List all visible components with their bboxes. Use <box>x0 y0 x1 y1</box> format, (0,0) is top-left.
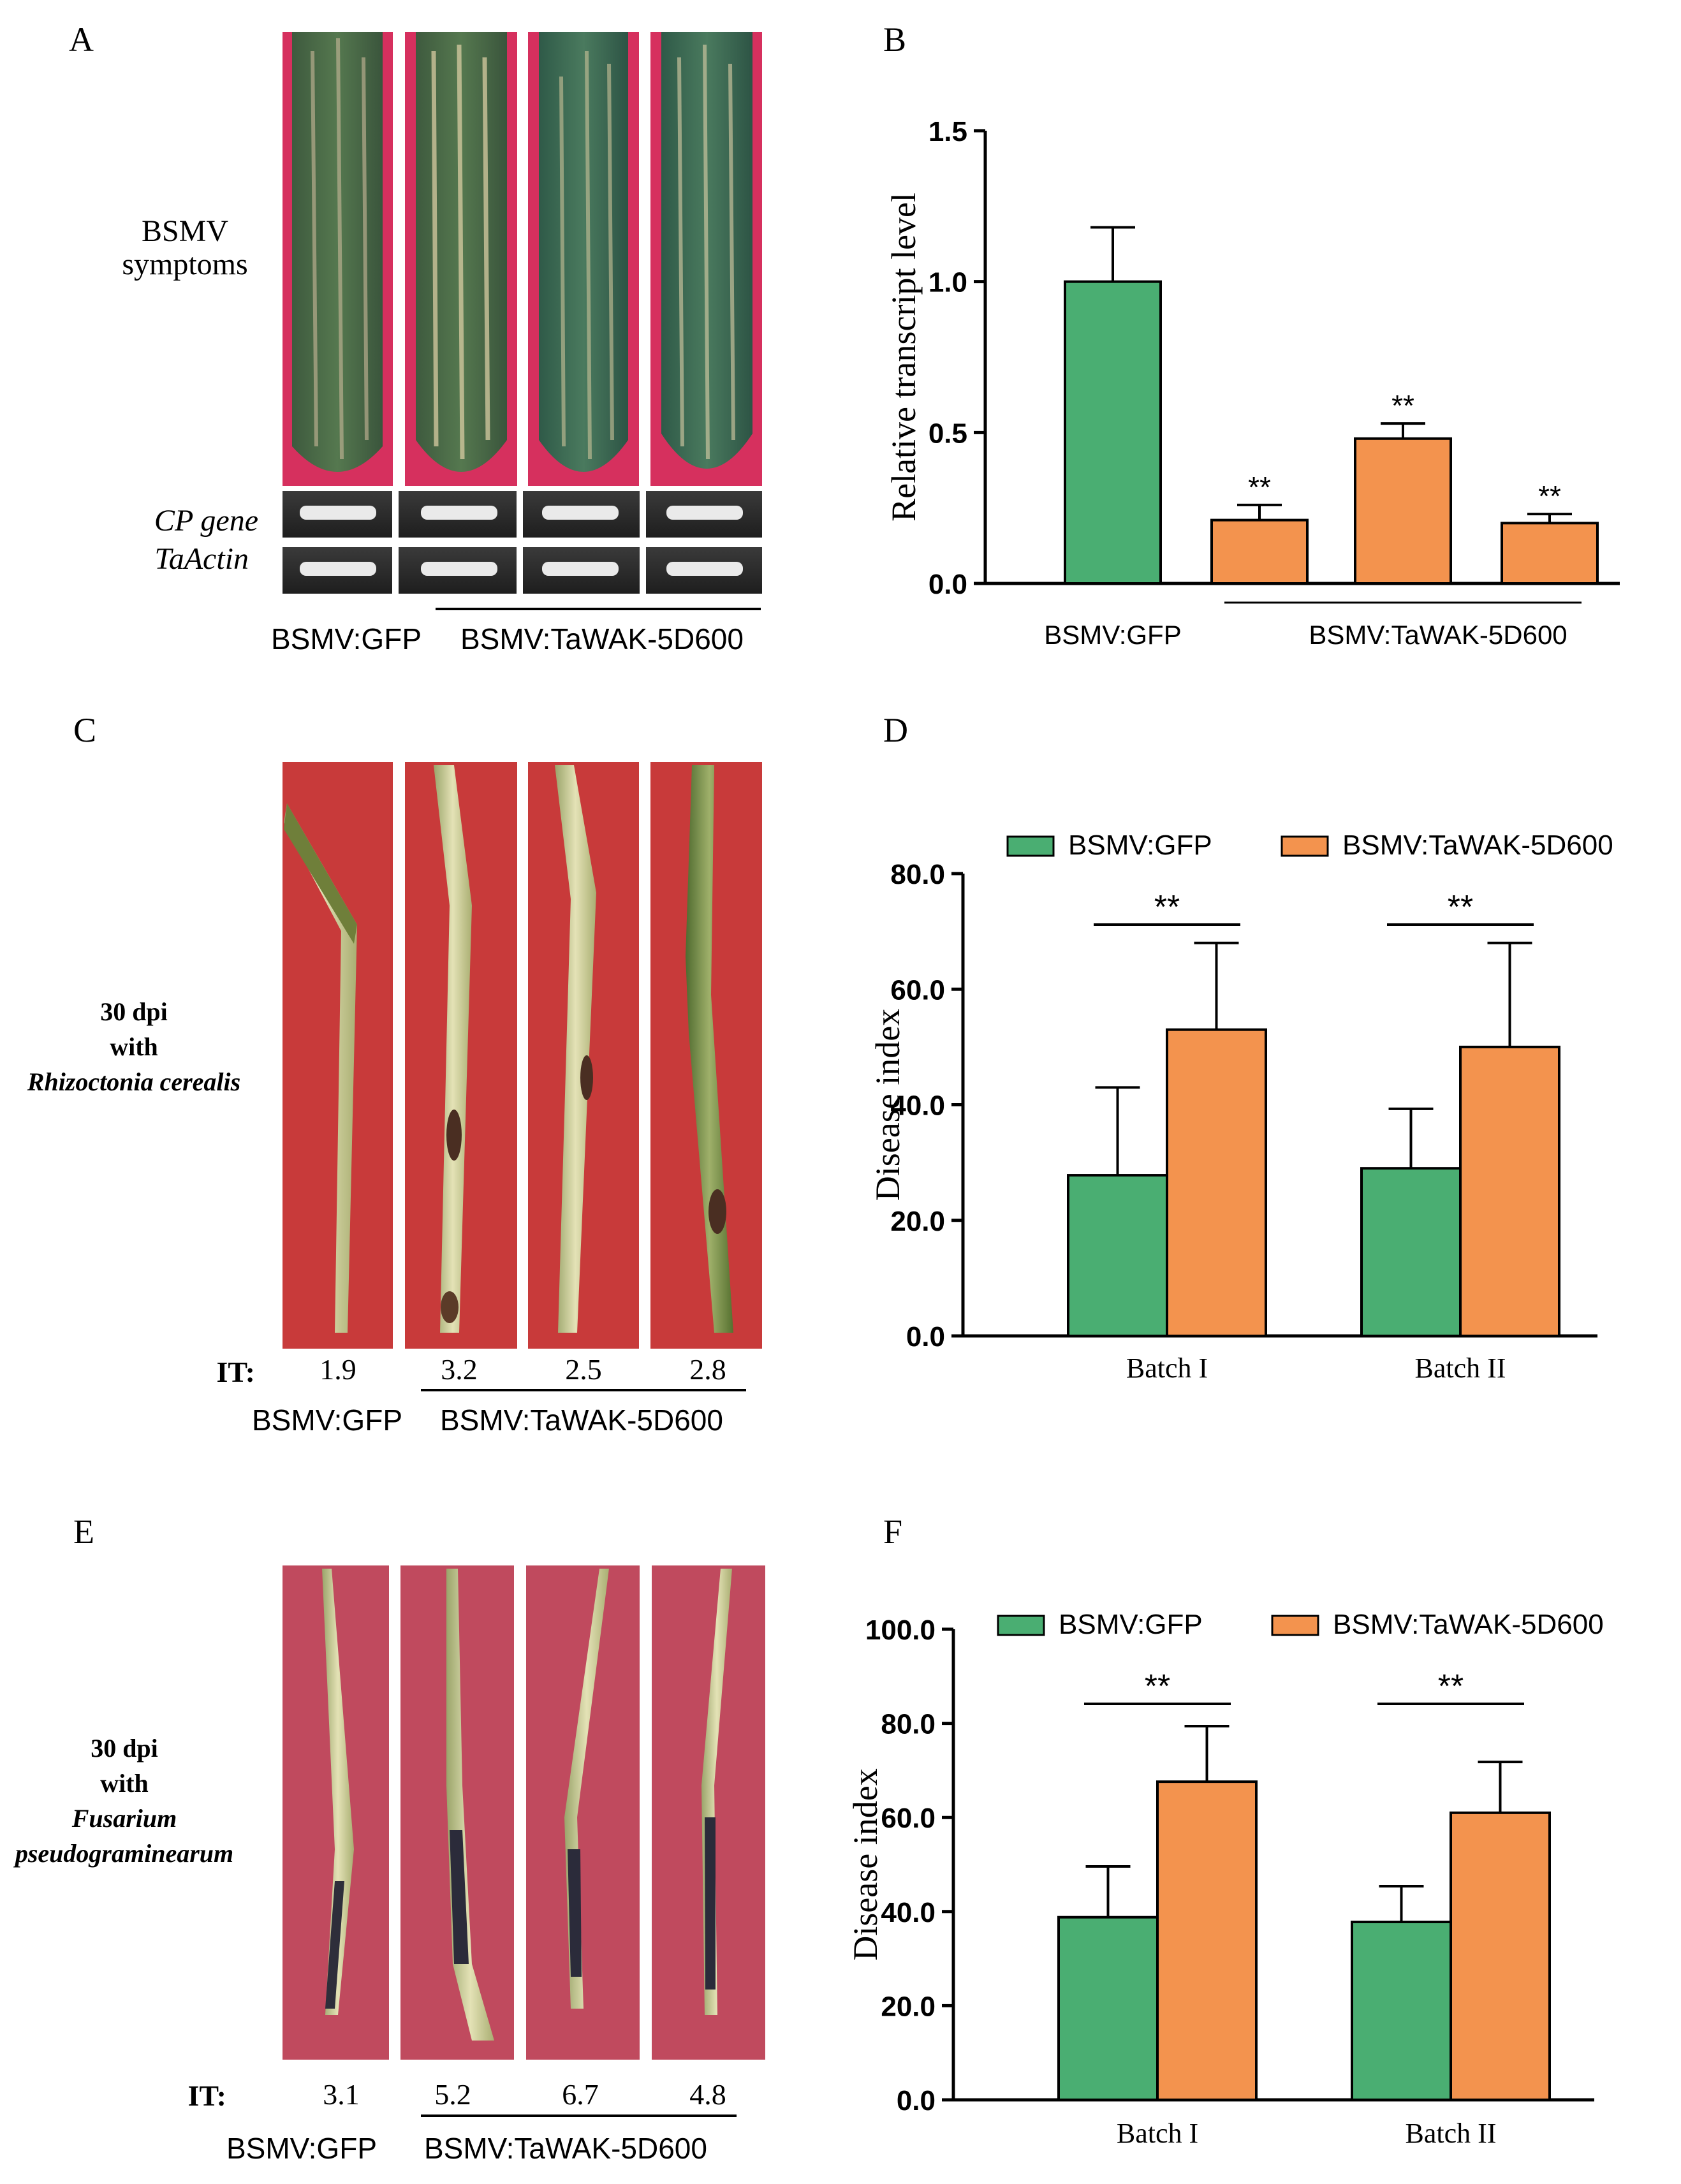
chart-d-ytick-label-0: 0.0 <box>906 1321 945 1352</box>
stem-photos-c <box>283 762 762 1349</box>
chart-d-legend-label-gfp: BSMV:GFP <box>1068 830 1212 861</box>
chart-f-bar-gfp-1 <box>1057 1916 1159 2101</box>
panel-e: E 30 dpi with Fusarium pseudograminearum… <box>13 1513 765 2165</box>
panel-a: A BSMV symptoms <box>69 20 762 656</box>
chart-f-significance-1: ** <box>1145 1668 1170 1705</box>
panel-f: F 0.0 20.0 40.0 60.0 80.0 100.0 Disease index B… <box>846 1513 1604 2149</box>
panel-c-side-2: with <box>110 1032 158 1061</box>
chart-b-significance-3: ** <box>1391 389 1414 422</box>
chart-d-xtick-label-1: Batch I <box>1126 1352 1208 1384</box>
chart-f-xtick-label-1: Batch I <box>1117 2118 1198 2149</box>
chart-f-ytick-label-3: 60.0 <box>881 1803 936 1834</box>
panel-b-letter: B <box>883 20 906 59</box>
panel-a-row-label-1: BSMV <box>142 214 228 248</box>
chart-b-ytick-label-2: 1.0 <box>929 267 967 298</box>
panel-c-it-1: 1.9 <box>319 1353 356 1386</box>
panel-e-side-2: with <box>100 1769 149 1798</box>
chart-b-significance-2: ** <box>1248 471 1271 504</box>
chart-f-legend-swatch-tawak <box>1271 1615 1319 1636</box>
chart-d-ytick-label-2: 40.0 <box>890 1090 945 1122</box>
chart-b-bar-1 <box>1064 280 1162 585</box>
chart-b-ytick-label-3: 1.5 <box>929 116 967 147</box>
chart-f-bar-gfp-2 <box>1351 1921 1452 2101</box>
panel-e-it-3: 6.7 <box>562 2078 599 2111</box>
chart-f-ytick-label-0: 0.0 <box>897 2085 936 2116</box>
panel-a-row-label-2: symptoms <box>122 247 247 281</box>
panel-c-it-3: 2.5 <box>565 1353 602 1386</box>
panel-c-it-label: IT: <box>217 1356 256 1388</box>
chart-b-group-control: BSMV:GFP <box>1044 620 1181 650</box>
gel-label-cp-gene: CP gene <box>154 504 258 538</box>
chart-d-bar-gfp-1 <box>1067 1174 1168 1337</box>
panel-e-it-1: 3.1 <box>323 2078 360 2111</box>
panel-c-it-4: 2.8 <box>689 1353 726 1386</box>
chart-d-ytick-label-1: 20.0 <box>890 1206 945 1237</box>
chart-d: 0.0 20.0 40.0 60.0 80.0 Disease index BSMV:GFP… <box>869 830 1613 1384</box>
chart-f-bar-tawak-1 <box>1156 1780 1258 2102</box>
chart-b-bar-2 <box>1210 518 1309 585</box>
panel-e-letter: E <box>73 1513 94 1551</box>
chart-d-xtick-label-2: Batch II <box>1415 1352 1506 1384</box>
chart-f-legend-label-gfp: BSMV:GFP <box>1059 1609 1203 1640</box>
chart-d-ylabel: Disease index <box>869 1009 907 1201</box>
chart-f-ylabel: Disease index <box>846 1768 885 1960</box>
chart-b-significance-4: ** <box>1538 480 1561 513</box>
chart-d-bar-tawak-2 <box>1459 1045 1560 1337</box>
chart-b-bar-3 <box>1354 437 1452 585</box>
chart-b: 0.0 0.5 1.0 1.5 Relative transcript level ** *… <box>885 116 1620 650</box>
panel-e-it-label: IT: <box>188 2079 227 2112</box>
chart-f-ytick-label-1: 20.0 <box>881 1991 936 2022</box>
chart-f-ytick-label-4: 80.0 <box>881 1709 936 1740</box>
panel-c-it-2: 3.2 <box>441 1353 478 1386</box>
gel-images <box>283 491 762 594</box>
panel-a-group-silenced: BSMV:TaWAK-5D600 <box>460 622 744 656</box>
chart-d-bar-tawak-1 <box>1166 1028 1267 1337</box>
panel-e-group-silenced: BSMV:TaWAK-5D600 <box>424 2132 707 2165</box>
chart-d-bar-gfp-2 <box>1360 1167 1462 1337</box>
panel-b: B 0.0 0.5 1.0 1.5 Relative transcript level *… <box>883 20 1620 650</box>
panel-c-side-1: 30 dpi <box>100 997 168 1026</box>
panel-e-it-4: 4.8 <box>689 2078 726 2111</box>
panel-a-letter: A <box>69 20 94 59</box>
chart-d-significance-1: ** <box>1154 889 1180 926</box>
stem-photo-e-3 <box>526 1565 640 2060</box>
panel-e-side-3: Fusarium <box>71 1804 177 1833</box>
panel-d-letter: D <box>883 711 908 749</box>
chart-b-ytick-label-1: 0.5 <box>929 418 967 449</box>
panel-c-letter: C <box>73 711 96 749</box>
chart-d-legend-label-tawak: BSMV:TaWAK-5D600 <box>1342 830 1613 861</box>
stem-photos-e <box>283 1565 765 2060</box>
chart-f-bar-tawak-2 <box>1450 1811 1551 2102</box>
gel-label-taactin: TaActin <box>154 542 249 576</box>
chart-f-xtick-label-2: Batch II <box>1406 2118 1497 2149</box>
panel-e-group-control: BSMV:GFP <box>226 2132 377 2165</box>
panel-d: D 0.0 20.0 40.0 60.0 80.0 Disease index BSMV:G… <box>869 711 1613 1384</box>
chart-f-ytick-label-5: 100.0 <box>865 1615 936 1646</box>
panel-c-group-control: BSMV:GFP <box>252 1403 402 1437</box>
chart-f-legend-label-tawak: BSMV:TaWAK-5D600 <box>1333 1609 1604 1640</box>
chart-d-ytick-label-4: 80.0 <box>890 859 945 890</box>
panel-c: C 30 dpi with Rhizoctonia cerealis IT: 1… <box>27 711 762 1437</box>
panel-c-group-silenced: BSMV:TaWAK-5D600 <box>440 1403 723 1437</box>
chart-d-legend-swatch-gfp <box>1006 835 1055 857</box>
chart-b-bar-4 <box>1501 522 1599 585</box>
chart-d-ytick-label-3: 60.0 <box>890 974 945 1006</box>
panel-e-side-4: pseudograminearum <box>13 1839 233 1868</box>
chart-d-significance-2: ** <box>1448 889 1473 926</box>
chart-b-group-silenced: BSMV:TaWAK-5D600 <box>1309 620 1567 650</box>
panel-f-letter: F <box>883 1513 902 1551</box>
chart-b-ylabel: Relative transcript level <box>885 193 923 522</box>
leaf-photos <box>283 32 762 486</box>
panel-a-group-control: BSMV:GFP <box>271 622 422 656</box>
panel-e-side-1: 30 dpi <box>91 1734 158 1763</box>
chart-f: 0.0 20.0 40.0 60.0 80.0 100.0 Disease index BSM… <box>846 1609 1604 2149</box>
chart-b-ytick-label-0: 0.0 <box>929 569 967 600</box>
chart-f-ytick-label-2: 40.0 <box>881 1897 936 1928</box>
chart-d-legend-swatch-tawak <box>1281 835 1329 857</box>
panel-c-side-3: Rhizoctonia cerealis <box>27 1067 240 1096</box>
chart-f-legend-swatch-gfp <box>997 1615 1045 1636</box>
chart-f-significance-2: ** <box>1438 1668 1464 1705</box>
panel-e-it-2: 5.2 <box>434 2078 471 2111</box>
